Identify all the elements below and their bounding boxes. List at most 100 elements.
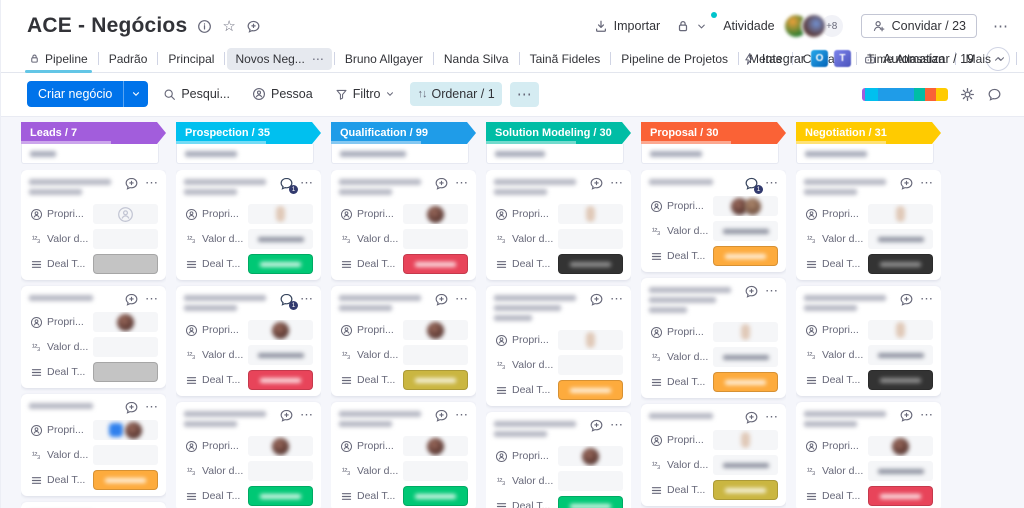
deal-type-value[interactable] bbox=[713, 372, 778, 392]
card-menu-button[interactable]: ⋯ bbox=[765, 283, 778, 298]
card-chat-button[interactable] bbox=[124, 176, 139, 191]
card-chat-button[interactable] bbox=[589, 292, 604, 307]
deal-value[interactable] bbox=[868, 229, 933, 249]
deal-value[interactable] bbox=[93, 337, 158, 357]
card-menu-button[interactable]: ⋯ bbox=[610, 291, 623, 306]
column-header[interactable]: Proposal / 30 bbox=[641, 122, 786, 144]
deal-card[interactable]: 1 ⋯ Propri... ¹²₃ Valor d... Deal T... bbox=[176, 170, 321, 280]
tab-mais[interactable]: Mais bbox=[958, 48, 1014, 70]
status-pill-olive[interactable] bbox=[713, 480, 778, 500]
deal-value[interactable] bbox=[248, 461, 313, 481]
status-pill-black[interactable] bbox=[558, 254, 623, 274]
status-pill-green[interactable] bbox=[403, 486, 468, 506]
card-menu-button[interactable]: ⋯ bbox=[145, 175, 158, 190]
tab-time-atlassian[interactable]: Time Atlassian bbox=[859, 48, 953, 70]
card-chat-button[interactable] bbox=[899, 408, 914, 423]
deal-value[interactable] bbox=[403, 461, 468, 481]
card-menu-button[interactable]: ⋯ bbox=[610, 417, 623, 432]
settings-gear-icon[interactable] bbox=[960, 87, 975, 102]
card-menu-button[interactable]: ⋯ bbox=[300, 175, 313, 190]
owner-value[interactable] bbox=[558, 446, 623, 466]
board-discussion-icon[interactable] bbox=[246, 19, 261, 34]
filter-button[interactable]: Filtro bbox=[328, 82, 403, 106]
deal-type-value[interactable] bbox=[713, 480, 778, 500]
card-chat-button[interactable]: 1 bbox=[279, 292, 298, 310]
deal-type-value[interactable] bbox=[713, 246, 778, 266]
status-pill-green[interactable] bbox=[558, 496, 623, 508]
column-header[interactable]: Qualification / 99 bbox=[331, 122, 476, 144]
card-chat-button[interactable] bbox=[589, 418, 604, 433]
owner-value[interactable] bbox=[403, 204, 468, 224]
card-menu-button[interactable]: ⋯ bbox=[455, 175, 468, 190]
permissions-button[interactable] bbox=[676, 12, 718, 33]
deal-type-value[interactable] bbox=[868, 254, 933, 274]
tab-novos-neg[interactable]: Novos Neg... ⋯ bbox=[227, 47, 332, 70]
status-pill-gray[interactable] bbox=[93, 254, 158, 274]
deal-type-value[interactable] bbox=[558, 254, 623, 274]
card-chat-button[interactable]: 1 bbox=[744, 176, 763, 194]
person-filter-button[interactable]: Pessoa bbox=[245, 82, 320, 106]
owner-value[interactable] bbox=[558, 204, 623, 224]
deal-value[interactable] bbox=[248, 345, 313, 365]
tab-bruno-allgayer[interactable]: Bruno Allgayer bbox=[337, 48, 431, 70]
invite-button[interactable]: Convidar / 23 bbox=[860, 14, 977, 38]
owner-value[interactable] bbox=[248, 320, 313, 340]
status-pill-black[interactable] bbox=[868, 370, 933, 390]
board-chat-icon[interactable] bbox=[987, 87, 1002, 102]
deal-value[interactable] bbox=[713, 221, 778, 241]
deal-value[interactable] bbox=[248, 229, 313, 249]
column-distribution-bar[interactable] bbox=[862, 87, 948, 101]
deal-type-value[interactable] bbox=[403, 370, 468, 390]
new-deal-button[interactable]: Criar negócio bbox=[27, 81, 149, 107]
owner-value[interactable] bbox=[713, 196, 778, 216]
deal-value[interactable] bbox=[403, 229, 468, 249]
card-menu-button[interactable]: ⋯ bbox=[145, 291, 158, 306]
deal-card[interactable]: 1 ⋯ Propri... ¹²₃ Valor d... Deal T... bbox=[641, 170, 786, 272]
card-chat-button[interactable] bbox=[744, 410, 759, 425]
deal-value[interactable] bbox=[558, 229, 623, 249]
deal-value[interactable] bbox=[713, 347, 778, 367]
deal-value[interactable] bbox=[93, 229, 158, 249]
tab-pipeline-de-projetos[interactable]: Pipeline de Projetos bbox=[613, 48, 736, 70]
status-pill-orange[interactable] bbox=[93, 470, 158, 490]
deal-type-value[interactable] bbox=[558, 496, 623, 508]
card-menu-button[interactable]: ⋯ bbox=[920, 175, 933, 190]
owner-value[interactable] bbox=[93, 312, 158, 332]
card-chat-button[interactable] bbox=[279, 408, 294, 423]
collapse-header-button[interactable] bbox=[986, 46, 1010, 71]
status-pill-olive[interactable] bbox=[403, 370, 468, 390]
deal-type-value[interactable] bbox=[403, 486, 468, 506]
card-menu-button[interactable]: ⋯ bbox=[455, 291, 468, 306]
deal-value[interactable] bbox=[403, 345, 468, 365]
activity-button[interactable]: Atividade +8 bbox=[723, 13, 845, 39]
sort-button[interactable]: ↑↓ Ordenar / 1 bbox=[410, 82, 502, 106]
deal-value[interactable] bbox=[868, 461, 933, 481]
status-pill-green[interactable] bbox=[248, 486, 313, 506]
owner-value[interactable] bbox=[403, 436, 468, 456]
card-chat-button[interactable] bbox=[589, 176, 604, 191]
favorite-star-icon[interactable]: ☆ bbox=[222, 18, 236, 35]
tab-add[interactable]: + bbox=[1019, 48, 1024, 70]
owner-value[interactable] bbox=[868, 204, 933, 224]
tab-menu-icon[interactable]: ⋯ bbox=[311, 51, 324, 66]
card-chat-button[interactable] bbox=[899, 292, 914, 307]
status-pill-orange[interactable] bbox=[713, 246, 778, 266]
board-menu-button[interactable]: ⋯ bbox=[993, 17, 1008, 35]
deal-type-value[interactable] bbox=[558, 380, 623, 400]
card-chat-button[interactable] bbox=[124, 400, 139, 415]
deal-type-value[interactable] bbox=[248, 370, 313, 390]
column-header[interactable]: Prospection / 35 bbox=[176, 122, 321, 144]
card-chat-button[interactable] bbox=[434, 408, 449, 423]
column-header[interactable]: Leads / 7 bbox=[21, 122, 166, 144]
tab-tain-fideles[interactable]: Tainã Fideles bbox=[522, 48, 609, 70]
owner-value[interactable] bbox=[93, 204, 158, 224]
